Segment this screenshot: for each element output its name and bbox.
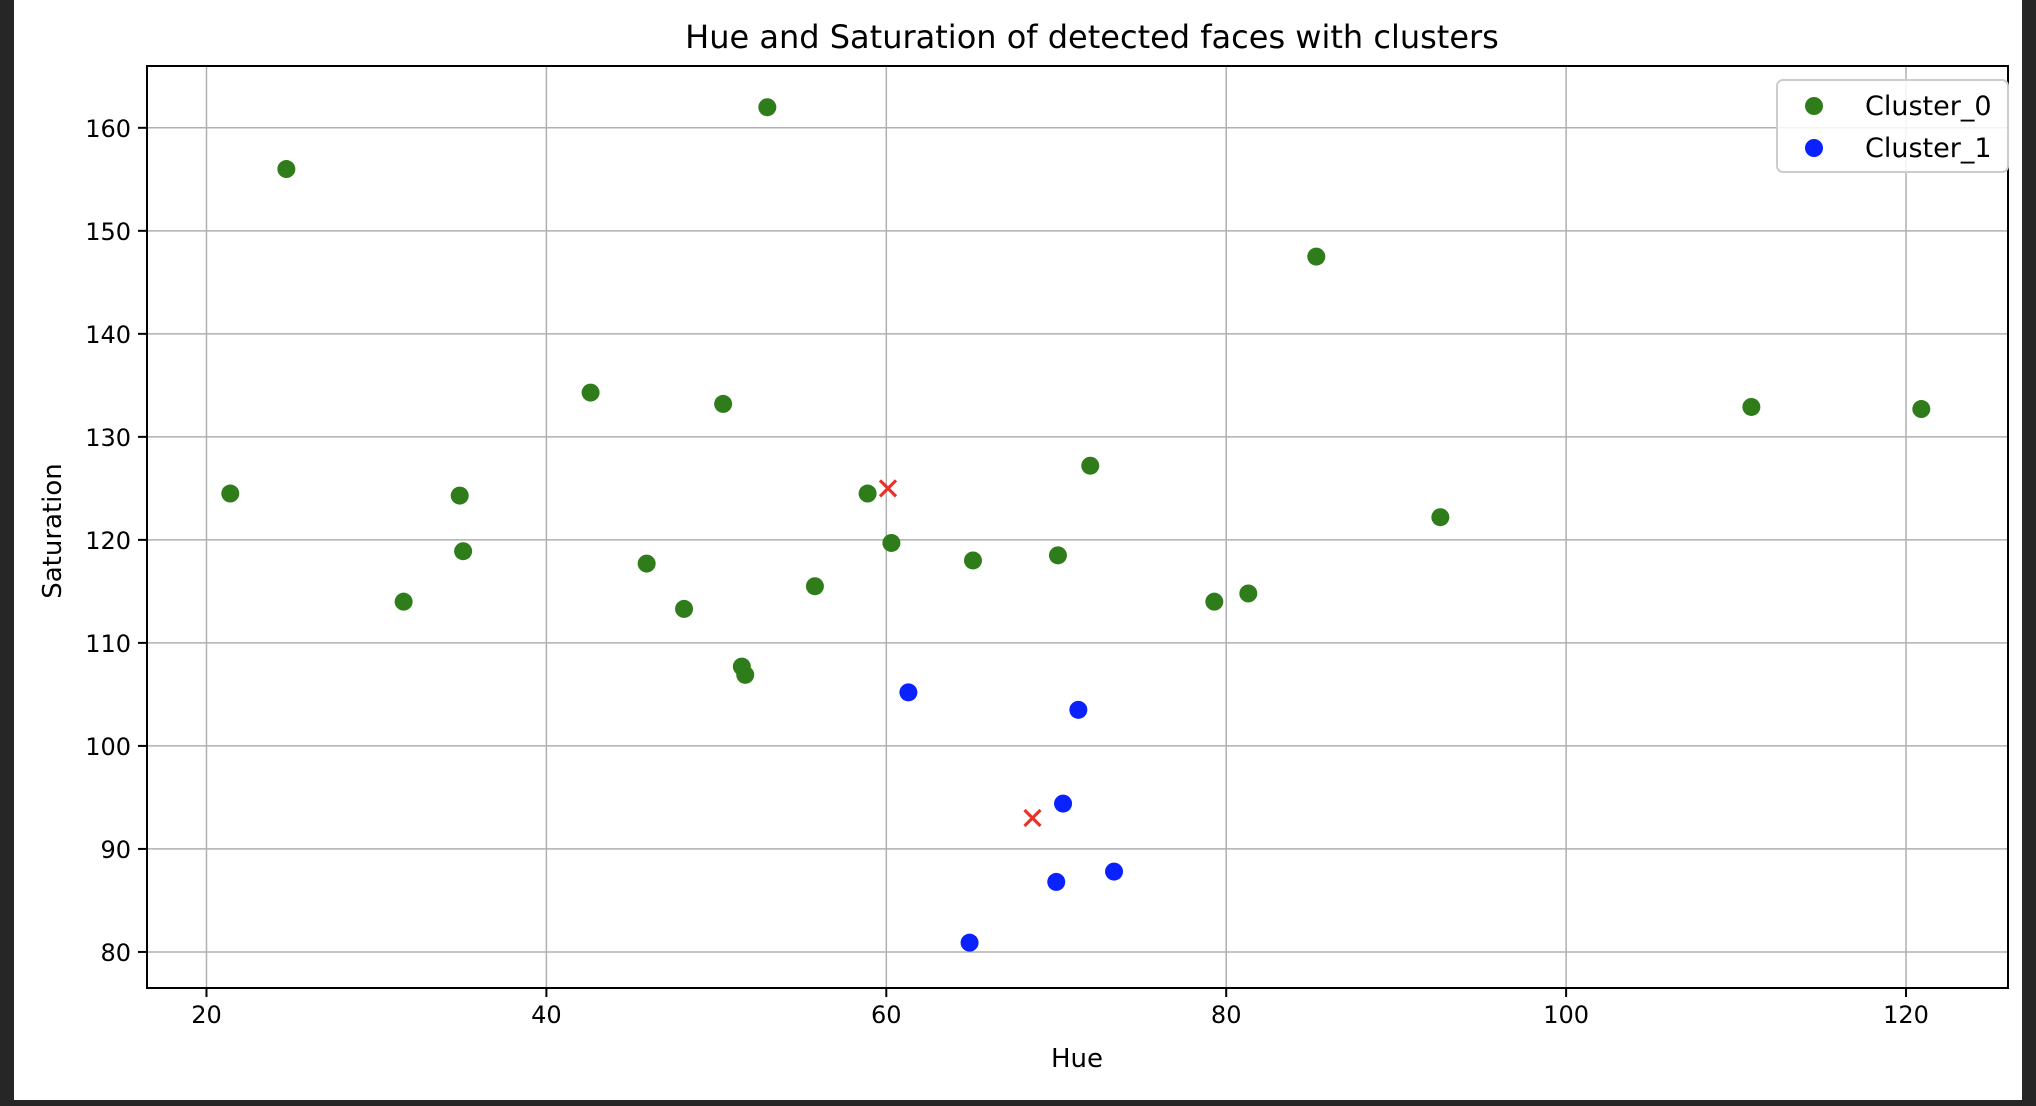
x-axis-label: Hue <box>1051 1044 1103 1074</box>
data-point <box>277 160 295 178</box>
data-point <box>221 485 239 503</box>
legend-marker-cluster-1 <box>1805 139 1823 157</box>
data-point <box>1742 398 1760 416</box>
data-point <box>1081 457 1099 475</box>
data-point <box>714 395 732 413</box>
data-point <box>1069 701 1087 719</box>
y-tick-label: 80 <box>100 939 131 967</box>
y-tick-label: 150 <box>85 218 131 246</box>
data-point <box>1049 546 1067 564</box>
data-point <box>451 487 469 505</box>
figure: 20 40 60 80 100 120 80 90 100 110 120 130 140 150 160 … <box>14 0 2022 1100</box>
data-point <box>859 485 877 503</box>
data-point <box>1047 873 1065 891</box>
data-point <box>961 934 979 952</box>
y-tick-label: 90 <box>100 836 131 864</box>
x-tick-label: 40 <box>531 1001 562 1029</box>
data-point <box>899 683 917 701</box>
data-point <box>758 98 776 116</box>
x-tick-label: 120 <box>1883 1001 1929 1029</box>
y-axis-label: Saturation <box>38 463 68 599</box>
data-point <box>1239 584 1257 602</box>
data-point <box>582 384 600 402</box>
y-tick-label: 110 <box>85 630 131 658</box>
data-point <box>806 577 824 595</box>
scatter-chart: 20 40 60 80 100 1208090100110120130140150160 … <box>14 0 2022 1100</box>
y-tick-label: 140 <box>85 321 131 349</box>
data-point <box>675 600 693 618</box>
y-tick-label: 160 <box>85 115 131 143</box>
legend-label-cluster-0: Cluster_0 <box>1865 91 1992 122</box>
x-tick-label: 100 <box>1543 1001 1589 1029</box>
x-tick-label: 20 <box>191 1001 222 1029</box>
data-point <box>395 593 413 611</box>
data-point <box>454 542 472 560</box>
data-point <box>882 534 900 552</box>
figure-background <box>14 0 2022 1100</box>
data-point <box>964 551 982 569</box>
data-point <box>1205 593 1223 611</box>
legend-label-cluster-1: Cluster_1 <box>1865 133 1992 164</box>
x-tick-label: 80 <box>1211 1001 1242 1029</box>
y-tick-label: 120 <box>85 527 131 555</box>
data-point <box>1307 248 1325 266</box>
x-tick-label: 60 <box>871 1001 902 1029</box>
data-point <box>638 555 656 573</box>
chart-title: Hue and Saturation of detected faces wit… <box>685 18 1499 56</box>
legend: Cluster_0 Cluster_1 <box>1777 80 2008 172</box>
data-point <box>1054 795 1072 813</box>
y-tick-label: 130 <box>85 424 131 452</box>
data-point <box>1431 508 1449 526</box>
data-point <box>1105 863 1123 881</box>
data-point <box>736 666 754 684</box>
y-tick-label: 100 <box>85 733 131 761</box>
legend-marker-cluster-0 <box>1805 97 1823 115</box>
data-point <box>1912 400 1930 418</box>
